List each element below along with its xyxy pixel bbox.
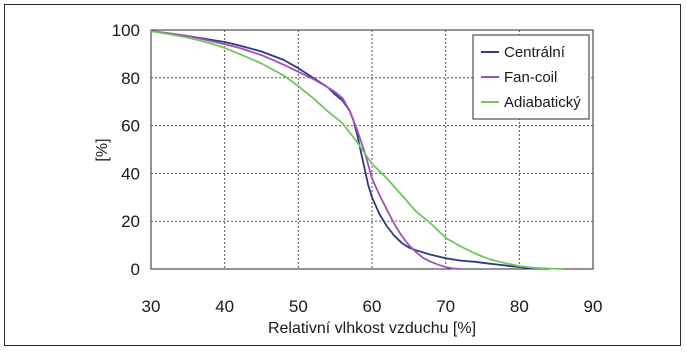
legend: Centrální Fan-coil Adiabatický (472, 34, 590, 120)
legend-label-3: Adiabatický (504, 94, 581, 111)
x-tick-label: 50 (289, 297, 308, 316)
legend-label-2: Fan-coil (504, 69, 557, 86)
y-tick-label: 100 (112, 21, 140, 40)
y-tick-label: 20 (121, 212, 140, 231)
series-line-1 (150, 30, 549, 270)
grid-layer (151, 30, 593, 269)
x-tick-label: 30 (142, 297, 161, 316)
y-tick-labels: 0 20 40 60 80 100 (112, 21, 140, 279)
x-tick-label: 80 (510, 297, 529, 316)
x-tick-label: 60 (363, 297, 382, 316)
y-axis-title: [%] (94, 138, 111, 161)
x-tick-label: 70 (436, 297, 455, 316)
y-tick-label: 40 (121, 164, 140, 183)
series-layer (150, 30, 564, 270)
series-line-2 (150, 30, 461, 270)
y-tick-label: 0 (131, 260, 140, 279)
chart-svg: 30 40 50 60 70 80 90 0 20 40 60 80 100 Relativní vl… (94, 21, 603, 337)
chart-frame: 30 40 50 60 70 80 90 0 20 40 60 80 100 Relativní vl… (4, 4, 681, 346)
series-line-3 (150, 30, 564, 270)
x-tick-label: 90 (584, 297, 603, 316)
legend-label-1: Centrální (504, 44, 566, 61)
x-tick-labels: 30 40 50 60 70 80 90 (142, 297, 603, 316)
y-tick-label: 60 (121, 117, 140, 136)
y-tick-label: 80 (121, 69, 140, 88)
x-axis-title: Relativní vlhkost vzduchu [%] (268, 320, 476, 337)
x-tick-label: 40 (215, 297, 234, 316)
